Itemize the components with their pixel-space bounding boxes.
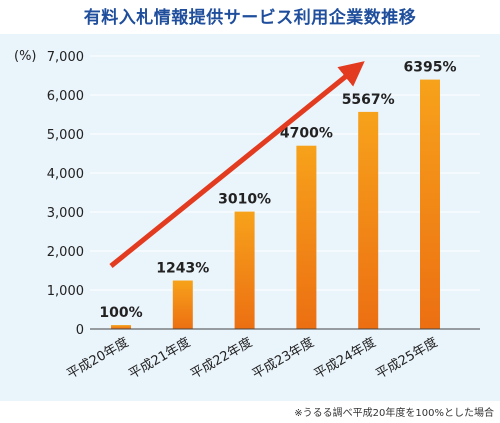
data-label: 6395% <box>404 60 457 76</box>
y-tick-label: 0 <box>76 323 84 338</box>
data-labels: 100% 1243% 3010% 4700% 5567% 6395% <box>99 60 456 322</box>
y-axis-unit-label: (%) <box>14 49 37 64</box>
bars <box>111 79 440 330</box>
y-tick-label: 3,000 <box>47 206 84 221</box>
y-tick-label: 7,000 <box>47 50 84 65</box>
footnote: ※うるる調べ平成20年度を100%とした場合 <box>294 408 494 419</box>
x-tick-label: 平成21年度 <box>126 334 193 382</box>
x-tick-label: 平成24年度 <box>311 334 378 382</box>
x-tick-label: 平成20年度 <box>64 334 131 382</box>
y-tick-label: 5,000 <box>47 128 84 143</box>
y-tick-label: 2,000 <box>47 245 84 260</box>
bar-chart: 0 1,000 2,000 3,000 4,000 5,000 6,000 7,000 (%)… <box>14 49 480 382</box>
data-label: 5567% <box>342 92 395 108</box>
y-tick-label: 1,000 <box>47 284 84 299</box>
data-label: 100% <box>99 305 142 321</box>
x-tick-label: 平成25年度 <box>373 334 440 382</box>
x-tick-label: 平成23年度 <box>249 334 316 382</box>
data-label: 3010% <box>218 192 271 208</box>
chart-title: 有料入札情報提供サービス利用企業数推移 <box>83 8 417 28</box>
gridlines <box>90 55 480 291</box>
data-label: 1243% <box>156 261 209 277</box>
x-tick-label: 平成22年度 <box>188 334 255 382</box>
chart-panel: 0 1,000 2,000 3,000 4,000 5,000 6,000 7,000 (%)… <box>0 34 500 401</box>
trend-arrow <box>109 61 365 268</box>
y-tick-label: 6,000 <box>47 89 84 104</box>
bar <box>172 280 193 329</box>
y-tick-label: 4,000 <box>47 167 84 182</box>
bar <box>358 111 379 330</box>
bar <box>111 325 131 329</box>
bar <box>234 211 255 329</box>
y-axis-ticks: 0 1,000 2,000 3,000 4,000 5,000 6,000 7,000 <box>47 50 84 338</box>
bar <box>420 79 440 329</box>
data-label: 4700% <box>280 126 333 142</box>
bar <box>296 145 317 329</box>
